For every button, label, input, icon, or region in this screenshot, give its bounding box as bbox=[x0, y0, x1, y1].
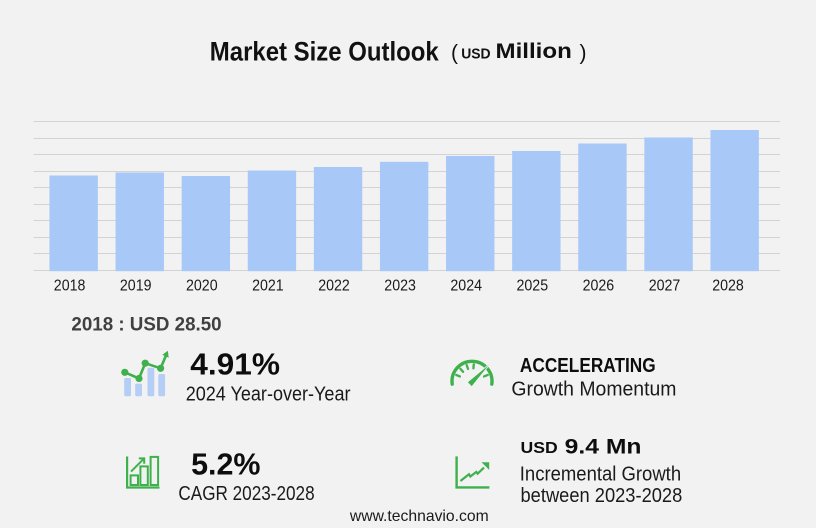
svg-text:Growth Momentum: Growth Momentum bbox=[511, 379, 676, 401]
svg-text:2021: 2021 bbox=[252, 278, 284, 295]
svg-text:2022: 2022 bbox=[318, 278, 350, 295]
svg-text:2020: 2020 bbox=[186, 278, 218, 295]
svg-text:2019: 2019 bbox=[120, 278, 152, 295]
svg-text:Million: Million bbox=[496, 40, 572, 63]
svg-text:2028: 2028 bbox=[712, 278, 744, 295]
svg-text:5.2%: 5.2% bbox=[191, 446, 260, 481]
svg-text:4.91%: 4.91% bbox=[190, 347, 280, 382]
svg-text:USD: USD bbox=[521, 440, 558, 457]
svg-text:www.technavio.com: www.technavio.com bbox=[349, 508, 489, 525]
svg-text:2027: 2027 bbox=[649, 278, 681, 295]
svg-text:9.4 Mn: 9.4 Mn bbox=[565, 435, 642, 458]
svg-text:2024 Year-over-Year: 2024 Year-over-Year bbox=[186, 384, 351, 406]
svg-text:): ) bbox=[580, 42, 587, 65]
svg-text:Market Size Outlook: Market Size Outlook bbox=[210, 36, 440, 66]
svg-text:USD: USD bbox=[461, 46, 491, 63]
svg-text:ACCELERATING: ACCELERATING bbox=[520, 355, 656, 377]
svg-text:between 2023-2028: between 2023-2028 bbox=[521, 485, 683, 507]
svg-text:CAGR 2023-2028: CAGR 2023-2028 bbox=[178, 483, 314, 505]
svg-text:(: ( bbox=[451, 42, 458, 65]
svg-text:2018: 2018 bbox=[54, 278, 86, 295]
svg-text:2025: 2025 bbox=[517, 278, 549, 295]
svg-text:2023: 2023 bbox=[384, 278, 416, 295]
svg-text:2026: 2026 bbox=[583, 278, 615, 295]
svg-text:2024: 2024 bbox=[450, 278, 482, 295]
svg-text:Incremental Growth: Incremental Growth bbox=[520, 464, 681, 486]
svg-text:2018 : USD 28.50: 2018 : USD 28.50 bbox=[71, 314, 221, 335]
